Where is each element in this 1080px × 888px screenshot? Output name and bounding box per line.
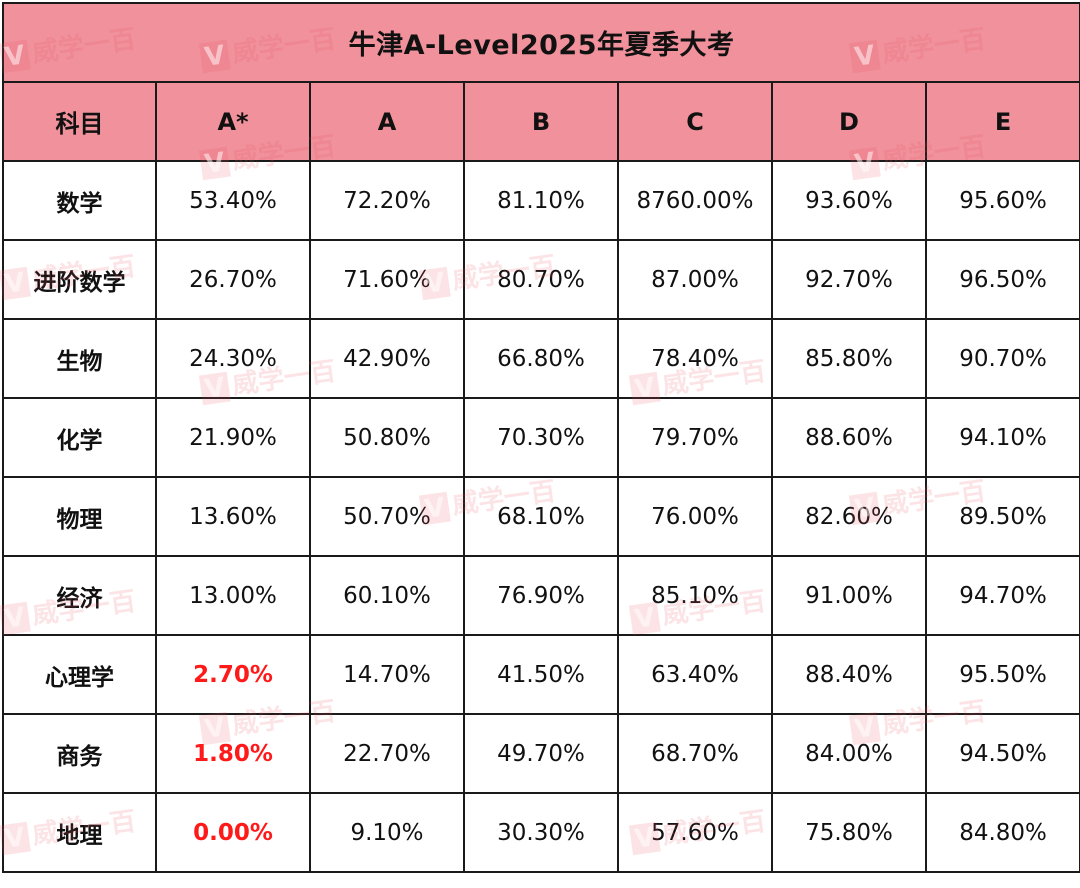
value-cell: 30.30%: [463, 792, 619, 873]
value-cell: 92.70%: [771, 239, 927, 320]
subject-cell: 进阶数学: [2, 239, 157, 320]
value-cell: 78.40%: [617, 318, 773, 399]
value-cell: 41.50%: [463, 634, 619, 715]
subject-cell: 经济: [2, 555, 157, 636]
value-cell-highlighted: 2.70%: [155, 634, 311, 715]
value-cell: 13.60%: [155, 476, 311, 557]
value-cell: 80.70%: [463, 239, 619, 320]
value-cell: 21.90%: [155, 397, 311, 478]
title-row: 牛津A-Level2025年夏季大考: [1, 2, 1080, 83]
value-cell: 50.80%: [309, 397, 465, 478]
value-cell: 87.00%: [617, 239, 773, 320]
value-cell: 85.80%: [771, 318, 927, 399]
table-row: 地理 0.00% 9.10% 30.30% 57.60% 75.80% 84.8…: [2, 792, 1080, 873]
value-cell: 50.70%: [309, 476, 465, 557]
header-grade-astar: A*: [155, 81, 311, 162]
value-cell: 68.10%: [463, 476, 619, 557]
subject-cell: 商务: [2, 713, 157, 794]
value-cell: 85.10%: [617, 555, 773, 636]
value-cell: 49.70%: [463, 713, 619, 794]
value-cell: 93.60%: [771, 160, 927, 241]
value-cell: 94.10%: [924, 397, 1080, 478]
value-cell: 90.70%: [924, 318, 1080, 399]
header-grade-e: E: [924, 81, 1080, 162]
value-cell: 95.50%: [924, 634, 1080, 715]
table-title: 牛津A-Level2025年夏季大考: [1, 2, 1080, 83]
subject-cell: 生物: [2, 318, 157, 399]
subject-cell: 物理: [2, 476, 157, 557]
value-cell: 88.60%: [771, 397, 927, 478]
value-cell: 84.00%: [771, 713, 927, 794]
value-cell: 70.30%: [463, 397, 619, 478]
value-cell: 75.80%: [771, 792, 927, 873]
value-cell: 79.70%: [617, 397, 773, 478]
value-cell: 8760.00%: [617, 160, 773, 241]
header-grade-d: D: [771, 81, 927, 162]
subject-cell: 数学: [2, 160, 157, 241]
grade-distribution-sheet: 牛津A-Level2025年夏季大考 科目 A* A B C D E 数学 53…: [1, 2, 1080, 873]
header-subject: 科目: [2, 81, 157, 162]
value-cell: 53.40%: [155, 160, 311, 241]
table-row: 物理 13.60% 50.70% 68.10% 76.00% 82.60% 89…: [2, 476, 1080, 557]
header-grade-c: C: [617, 81, 773, 162]
value-cell: 42.90%: [309, 318, 465, 399]
value-cell: 88.40%: [771, 634, 927, 715]
value-cell: 9.10%: [309, 792, 465, 873]
subject-cell: 地理: [2, 792, 157, 873]
value-cell: 24.30%: [155, 318, 311, 399]
value-cell: 13.00%: [155, 555, 311, 636]
subject-cell: 心理学: [2, 634, 157, 715]
value-cell: 66.80%: [463, 318, 619, 399]
value-cell: 72.20%: [309, 160, 465, 241]
table-row: 化学 21.90% 50.80% 70.30% 79.70% 88.60% 94…: [2, 397, 1080, 478]
value-cell: 76.90%: [463, 555, 619, 636]
header-row: 科目 A* A B C D E: [2, 81, 1080, 162]
value-cell: 89.50%: [924, 476, 1080, 557]
value-cell: 68.70%: [617, 713, 773, 794]
value-cell: 60.10%: [309, 555, 465, 636]
value-cell: 57.60%: [617, 792, 773, 873]
grade-table: 牛津A-Level2025年夏季大考 科目 A* A B C D E 数学 53…: [1, 2, 1080, 873]
value-cell: 26.70%: [155, 239, 311, 320]
table-row: 心理学 2.70% 14.70% 41.50% 63.40% 88.40% 95…: [2, 634, 1080, 715]
header-grade-b: B: [463, 81, 619, 162]
value-cell: 71.60%: [309, 239, 465, 320]
value-cell: 84.80%: [924, 792, 1080, 873]
header-grade-a: A: [309, 81, 465, 162]
table-row: 经济 13.00% 60.10% 76.90% 85.10% 91.00% 94…: [2, 555, 1080, 636]
table-row: 进阶数学 26.70% 71.60% 80.70% 87.00% 92.70% …: [2, 239, 1080, 320]
table-row: 生物 24.30% 42.90% 66.80% 78.40% 85.80% 90…: [2, 318, 1080, 399]
table-row: 数学 53.40% 72.20% 81.10% 8760.00% 93.60% …: [2, 160, 1080, 241]
value-cell: 81.10%: [463, 160, 619, 241]
value-cell: 82.60%: [771, 476, 927, 557]
subject-cell: 化学: [2, 397, 157, 478]
value-cell: 22.70%: [309, 713, 465, 794]
value-cell: 95.60%: [924, 160, 1080, 241]
value-cell: 63.40%: [617, 634, 773, 715]
value-cell: 94.50%: [924, 713, 1080, 794]
table-row: 商务 1.80% 22.70% 49.70% 68.70% 84.00% 94.…: [2, 713, 1080, 794]
value-cell: 14.70%: [309, 634, 465, 715]
value-cell: 94.70%: [924, 555, 1080, 636]
value-cell: 91.00%: [771, 555, 927, 636]
value-cell-highlighted: 0.00%: [155, 792, 311, 873]
value-cell: 76.00%: [617, 476, 773, 557]
value-cell-highlighted: 1.80%: [155, 713, 311, 794]
value-cell: 96.50%: [924, 239, 1080, 320]
